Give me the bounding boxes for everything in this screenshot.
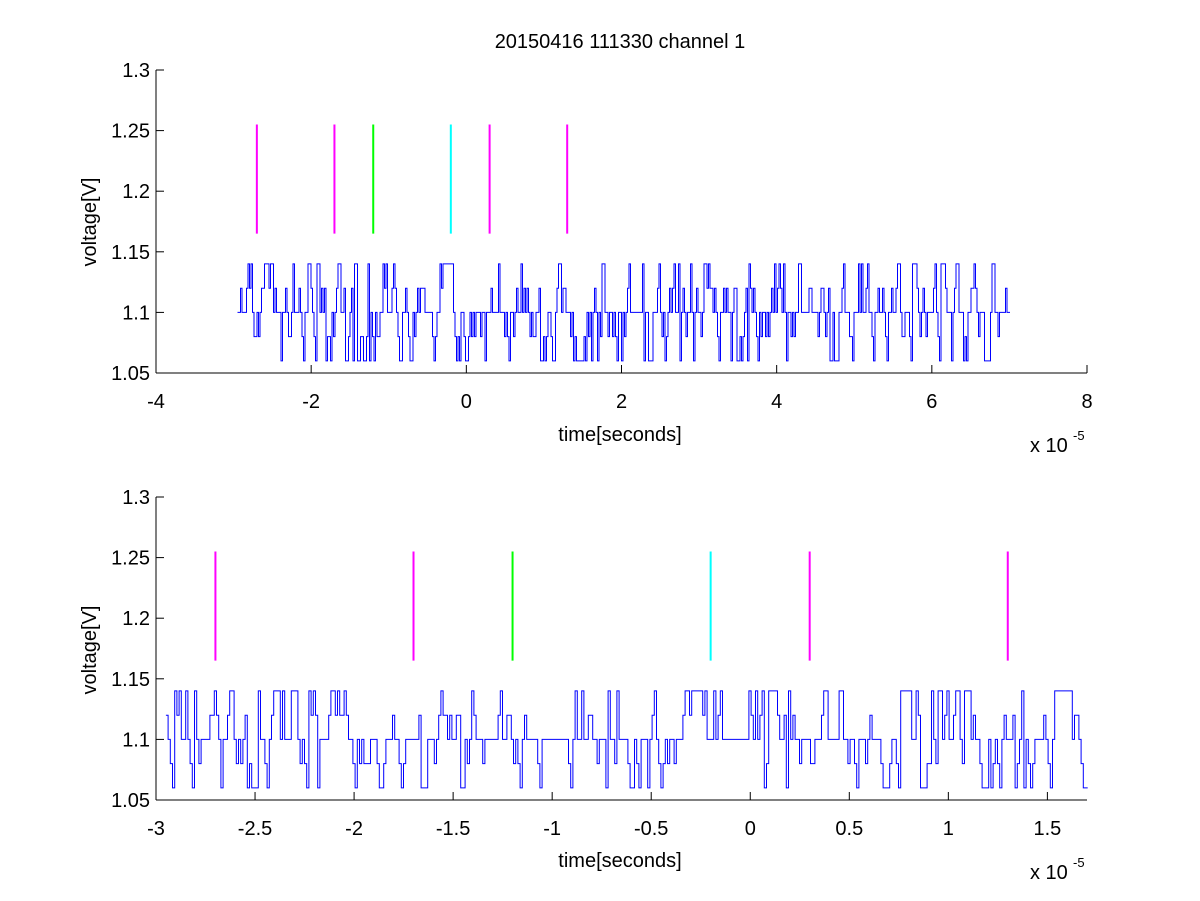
x-tick-label: -1 (543, 818, 561, 840)
bottom-x-axis-label: time[seconds] (558, 850, 681, 872)
x-tick-label: 2 (616, 391, 627, 413)
y-tick-label: 1.15 (111, 242, 150, 264)
x-tick-label: 1.5 (1033, 818, 1061, 840)
y-tick-label: 1.05 (111, 363, 150, 385)
y-tick-label: 1.05 (111, 790, 150, 812)
voltage-trace (237, 263, 1010, 362)
x-tick-label: 8 (1081, 391, 1092, 413)
y-tick-label: 1.3 (122, 60, 150, 82)
x-tick-label: -1.5 (436, 818, 470, 840)
x-tick-label: -0.5 (634, 818, 668, 840)
x-tick-label: 4 (771, 391, 782, 413)
top-x-exponent: -5 (1073, 428, 1085, 443)
x-tick-label: 6 (926, 391, 937, 413)
top-y-axis-label: voltage[V] (79, 178, 101, 267)
y-tick-label: 1.25 (111, 548, 150, 570)
x-tick-label: 0.5 (835, 818, 863, 840)
y-tick-label: 1.25 (111, 121, 150, 143)
top-x-multiplier: x 10 (1030, 435, 1068, 457)
y-tick-label: 1.3 (122, 487, 150, 509)
x-tick-label: -2.5 (238, 818, 272, 840)
y-tick-label: 1.2 (122, 608, 150, 630)
bottom-y-axis-label: voltage[V] (79, 606, 101, 695)
bottom-plot-area: 1.05 1.1 1.15 1.2 1.25 1.3 -3 -2.5 -2 -1.5 -1 -0.5 0… (111, 487, 1088, 840)
y-tick-label: 1.1 (122, 302, 150, 324)
top-x-axis-label: time[seconds] (558, 424, 681, 446)
top-chart: 20150416 111330 channel 1 1.05 1.1 1.15 1.2… (79, 31, 1093, 457)
y-tick-label: 1.15 (111, 669, 150, 691)
voltage-trace (165, 690, 1088, 789)
x-tick-label: 1 (943, 818, 954, 840)
x-tick-label: -3 (147, 818, 165, 840)
y-tick-label: 1.2 (122, 181, 150, 203)
bottom-x-exponent: -5 (1073, 855, 1085, 870)
x-tick-label: -2 (302, 391, 320, 413)
x-tick-label: -2 (345, 818, 363, 840)
chart-title: 20150416 111330 channel 1 (495, 31, 746, 53)
x-tick-label: -4 (147, 391, 165, 413)
bottom-x-multiplier: x 10 (1030, 862, 1068, 884)
bottom-chart: 1.05 1.1 1.15 1.2 1.25 1.3 -3 -2.5 -2 -1.5 -1 -0.5 0… (79, 487, 1088, 884)
x-tick-label: 0 (745, 818, 756, 840)
y-tick-label: 1.1 (122, 729, 150, 751)
x-tick-label: 0 (461, 391, 472, 413)
top-plot-area: 1.05 1.1 1.15 1.2 1.25 1.3 -4 -2 0 2 4 6 8 (111, 60, 1093, 413)
